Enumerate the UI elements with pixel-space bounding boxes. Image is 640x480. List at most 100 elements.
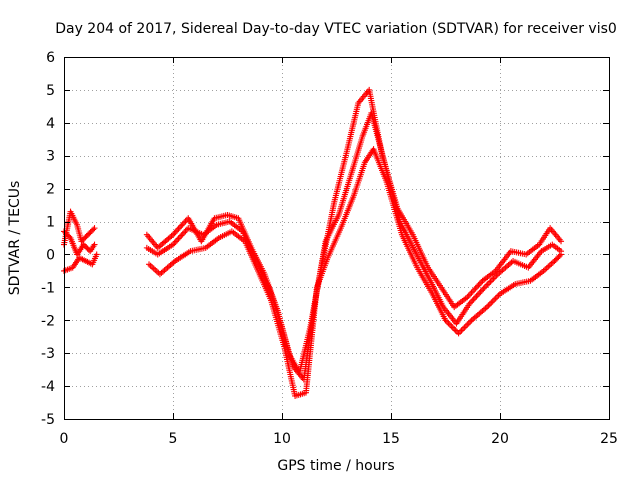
data-point	[176, 234, 183, 241]
data-point	[81, 235, 88, 242]
x-tick-label: 5	[169, 431, 178, 447]
data-point	[480, 285, 487, 292]
data-point	[483, 282, 490, 289]
data-point	[484, 281, 491, 288]
data-point	[91, 241, 98, 248]
data-point	[452, 327, 459, 334]
data-point	[178, 222, 185, 229]
data-point	[83, 233, 90, 240]
x-tick-label: 0	[60, 431, 69, 447]
data-point	[474, 283, 481, 290]
data-point	[477, 288, 484, 295]
data-point	[490, 275, 497, 282]
data-point	[175, 235, 182, 242]
data-point	[80, 241, 87, 248]
data-point	[488, 299, 495, 306]
data-point	[469, 297, 476, 304]
data-point	[552, 256, 559, 263]
x-tick-labels: 0 5 10 15 20 25	[60, 431, 618, 447]
data-point	[183, 226, 190, 233]
data-point	[176, 224, 183, 231]
x-axis-label: GPS time / hours	[277, 458, 394, 474]
data-point	[485, 302, 492, 309]
data-point	[476, 280, 483, 287]
y-tick-labels: -5 -4 -3 -2 -1 0 1 2 3 4 5 6	[41, 50, 55, 428]
data-point	[79, 236, 86, 243]
data-point	[474, 291, 481, 298]
data-point	[87, 229, 94, 236]
data-point	[90, 226, 97, 233]
y-tick-label: 6	[46, 50, 55, 66]
y-tick-label: -3	[41, 346, 55, 362]
x-tick-label: 20	[491, 431, 509, 447]
data-point	[181, 219, 188, 226]
data-point	[84, 231, 91, 238]
data-point	[487, 278, 494, 285]
data-point	[467, 291, 474, 298]
data-point	[464, 321, 471, 328]
data-point	[489, 298, 496, 305]
data-point	[465, 292, 472, 299]
data-point	[469, 288, 476, 295]
x-tick-label: 25	[600, 431, 618, 447]
x-tick-label: 15	[382, 431, 400, 447]
data-point	[182, 218, 189, 225]
data-point	[82, 234, 89, 241]
data-point	[178, 232, 185, 239]
data-point	[489, 277, 496, 284]
data-point	[179, 231, 186, 238]
data-point	[446, 321, 453, 328]
y-tick-label: 0	[46, 247, 55, 263]
data-point	[492, 295, 499, 302]
data-point	[459, 326, 466, 333]
data-point	[491, 296, 498, 303]
data-point	[88, 227, 95, 234]
y-tick-label: -1	[41, 280, 55, 296]
data-point	[457, 328, 464, 335]
data-point	[174, 237, 181, 244]
data-point	[465, 320, 472, 327]
data-point	[473, 293, 480, 300]
data-point	[462, 323, 469, 330]
data-point	[181, 229, 188, 236]
data-point	[468, 289, 475, 296]
data-series	[61, 146, 565, 399]
data-point	[555, 254, 562, 261]
y-tick-label: 4	[46, 116, 55, 132]
data-point	[93, 251, 100, 258]
data-point	[445, 320, 452, 327]
data-point	[461, 324, 468, 331]
data-point	[470, 296, 477, 303]
data-point	[64, 232, 71, 239]
y-tick-label: 1	[46, 215, 55, 231]
data-point	[455, 330, 462, 337]
data-point	[458, 327, 465, 334]
data-point	[551, 258, 558, 265]
data-point	[86, 230, 93, 237]
data-point	[175, 225, 182, 232]
y-axis-label: SDTVAR / TECUs	[7, 181, 23, 296]
data-point	[451, 326, 458, 333]
data-point	[472, 285, 479, 292]
data-point	[91, 225, 98, 232]
data-point	[78, 238, 85, 245]
data-point	[494, 293, 501, 300]
y-tick-label: -5	[41, 412, 55, 428]
x-tick-label: 10	[273, 431, 291, 447]
chart-title: Day 204 of 2017, Sidereal Day-to-day VTE…	[55, 21, 617, 37]
data-point	[556, 252, 563, 259]
data-point	[62, 229, 69, 236]
data-point	[174, 227, 181, 234]
data-point	[172, 238, 179, 245]
data-point	[554, 255, 561, 262]
data-point	[478, 279, 485, 286]
y-tick-label: 2	[46, 182, 55, 198]
data-point	[84, 245, 91, 252]
data-points	[61, 86, 565, 399]
data-point	[478, 287, 485, 294]
data-point	[476, 290, 483, 297]
data-point	[66, 233, 73, 240]
data-point	[83, 244, 90, 251]
y-tick-label: -2	[41, 313, 55, 329]
